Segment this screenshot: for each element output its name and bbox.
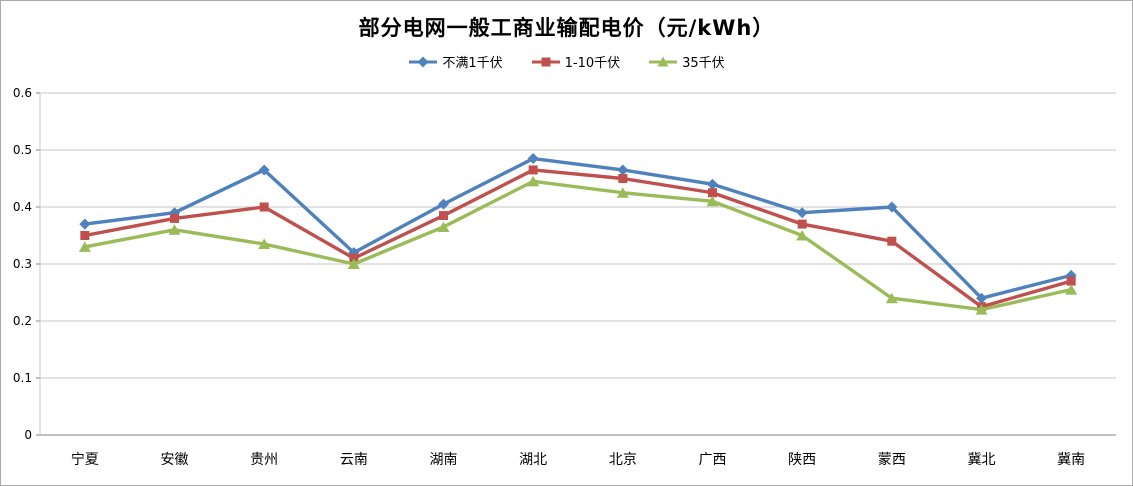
x-axis-label: 安徽	[161, 452, 189, 468]
y-axis-label: 0.6	[13, 86, 32, 100]
data-point-triangle	[78, 241, 91, 252]
legend-item-series-1: 1-10千伏	[531, 52, 621, 71]
data-point-square	[170, 213, 179, 223]
data-point-square	[887, 236, 897, 246]
chart-title: 部分电网一般工商业输配电价（元/kWh）	[358, 16, 775, 40]
x-axis-label: 云南	[340, 452, 368, 468]
y-axis-label: 0	[24, 428, 32, 442]
data-point-square	[80, 231, 90, 240]
legend-marker-triangle-icon	[649, 56, 678, 66]
data-point-triangle	[885, 292, 898, 304]
legend-label: 1-10千伏	[564, 56, 621, 71]
x-axis-label: 陕西	[788, 452, 816, 468]
data-point-diamond	[258, 164, 270, 176]
x-axis-label: 北京	[609, 452, 637, 468]
legend-item-series-0: 不满1千伏	[408, 52, 503, 71]
data-point-square	[349, 253, 359, 263]
legend-label: 不满1千伏	[442, 56, 503, 71]
data-point-triangle	[258, 238, 271, 250]
data-point-triangle	[437, 221, 450, 232]
x-axis-label: 冀南	[1057, 452, 1085, 468]
square-icon	[541, 57, 551, 66]
data-point-square	[708, 188, 717, 198]
legend: 不满1千伏 1-10千伏 35千伏	[1, 52, 1132, 71]
x-axis-label: 冀北	[968, 452, 996, 468]
x-axis-label: 宁夏	[71, 451, 99, 468]
x-axis-label: 贵州	[250, 452, 278, 468]
y-axis-label: 0.4	[13, 200, 32, 214]
data-point-square	[618, 174, 628, 183]
data-point-square	[1066, 276, 1076, 286]
data-point-triangle	[975, 304, 988, 315]
data-point-triangle	[1065, 284, 1078, 295]
triangle-icon	[657, 56, 669, 66]
data-point-diamond	[886, 201, 898, 213]
data-point-diamond	[79, 218, 91, 230]
data-point-square	[439, 211, 448, 221]
data-point-square	[259, 202, 269, 212]
y-axis-label: 0.3	[13, 257, 32, 271]
legend-item-series-2: 35千伏	[648, 52, 725, 71]
legend-marker-diamond-icon	[409, 56, 438, 67]
data-point-diamond	[707, 178, 718, 190]
data-point-diamond	[617, 164, 629, 176]
data-point-triangle	[796, 230, 809, 241]
data-point-diamond	[438, 198, 449, 210]
x-axis-label: 蒙西	[878, 452, 906, 468]
diamond-icon	[417, 56, 429, 67]
series-line-1	[83, 168, 1073, 309]
x-axis-label: 湖南	[430, 452, 458, 468]
series-line-0	[83, 156, 1073, 300]
data-point-triangle	[347, 258, 360, 269]
data-point-square	[528, 165, 538, 175]
data-point-diamond	[527, 153, 539, 165]
y-axis-label: 0.5	[13, 143, 32, 157]
y-axis-label: 0.1	[13, 371, 32, 385]
data-point-triangle	[168, 224, 181, 235]
data-point-square	[797, 219, 807, 229]
data-point-triangle	[527, 175, 540, 187]
legend-marker-square-icon	[531, 57, 560, 66]
data-point-triangle	[706, 195, 719, 207]
legend-label: 35千伏	[682, 56, 725, 71]
x-axis-label: 广西	[699, 452, 727, 468]
x-axis-label: 湖北	[519, 452, 547, 468]
series-line-2	[83, 179, 1073, 312]
data-point-diamond	[976, 292, 987, 304]
data-point-diamond	[796, 207, 808, 219]
data-point-triangle	[616, 187, 629, 198]
y-axis-label: 0.2	[13, 314, 32, 328]
